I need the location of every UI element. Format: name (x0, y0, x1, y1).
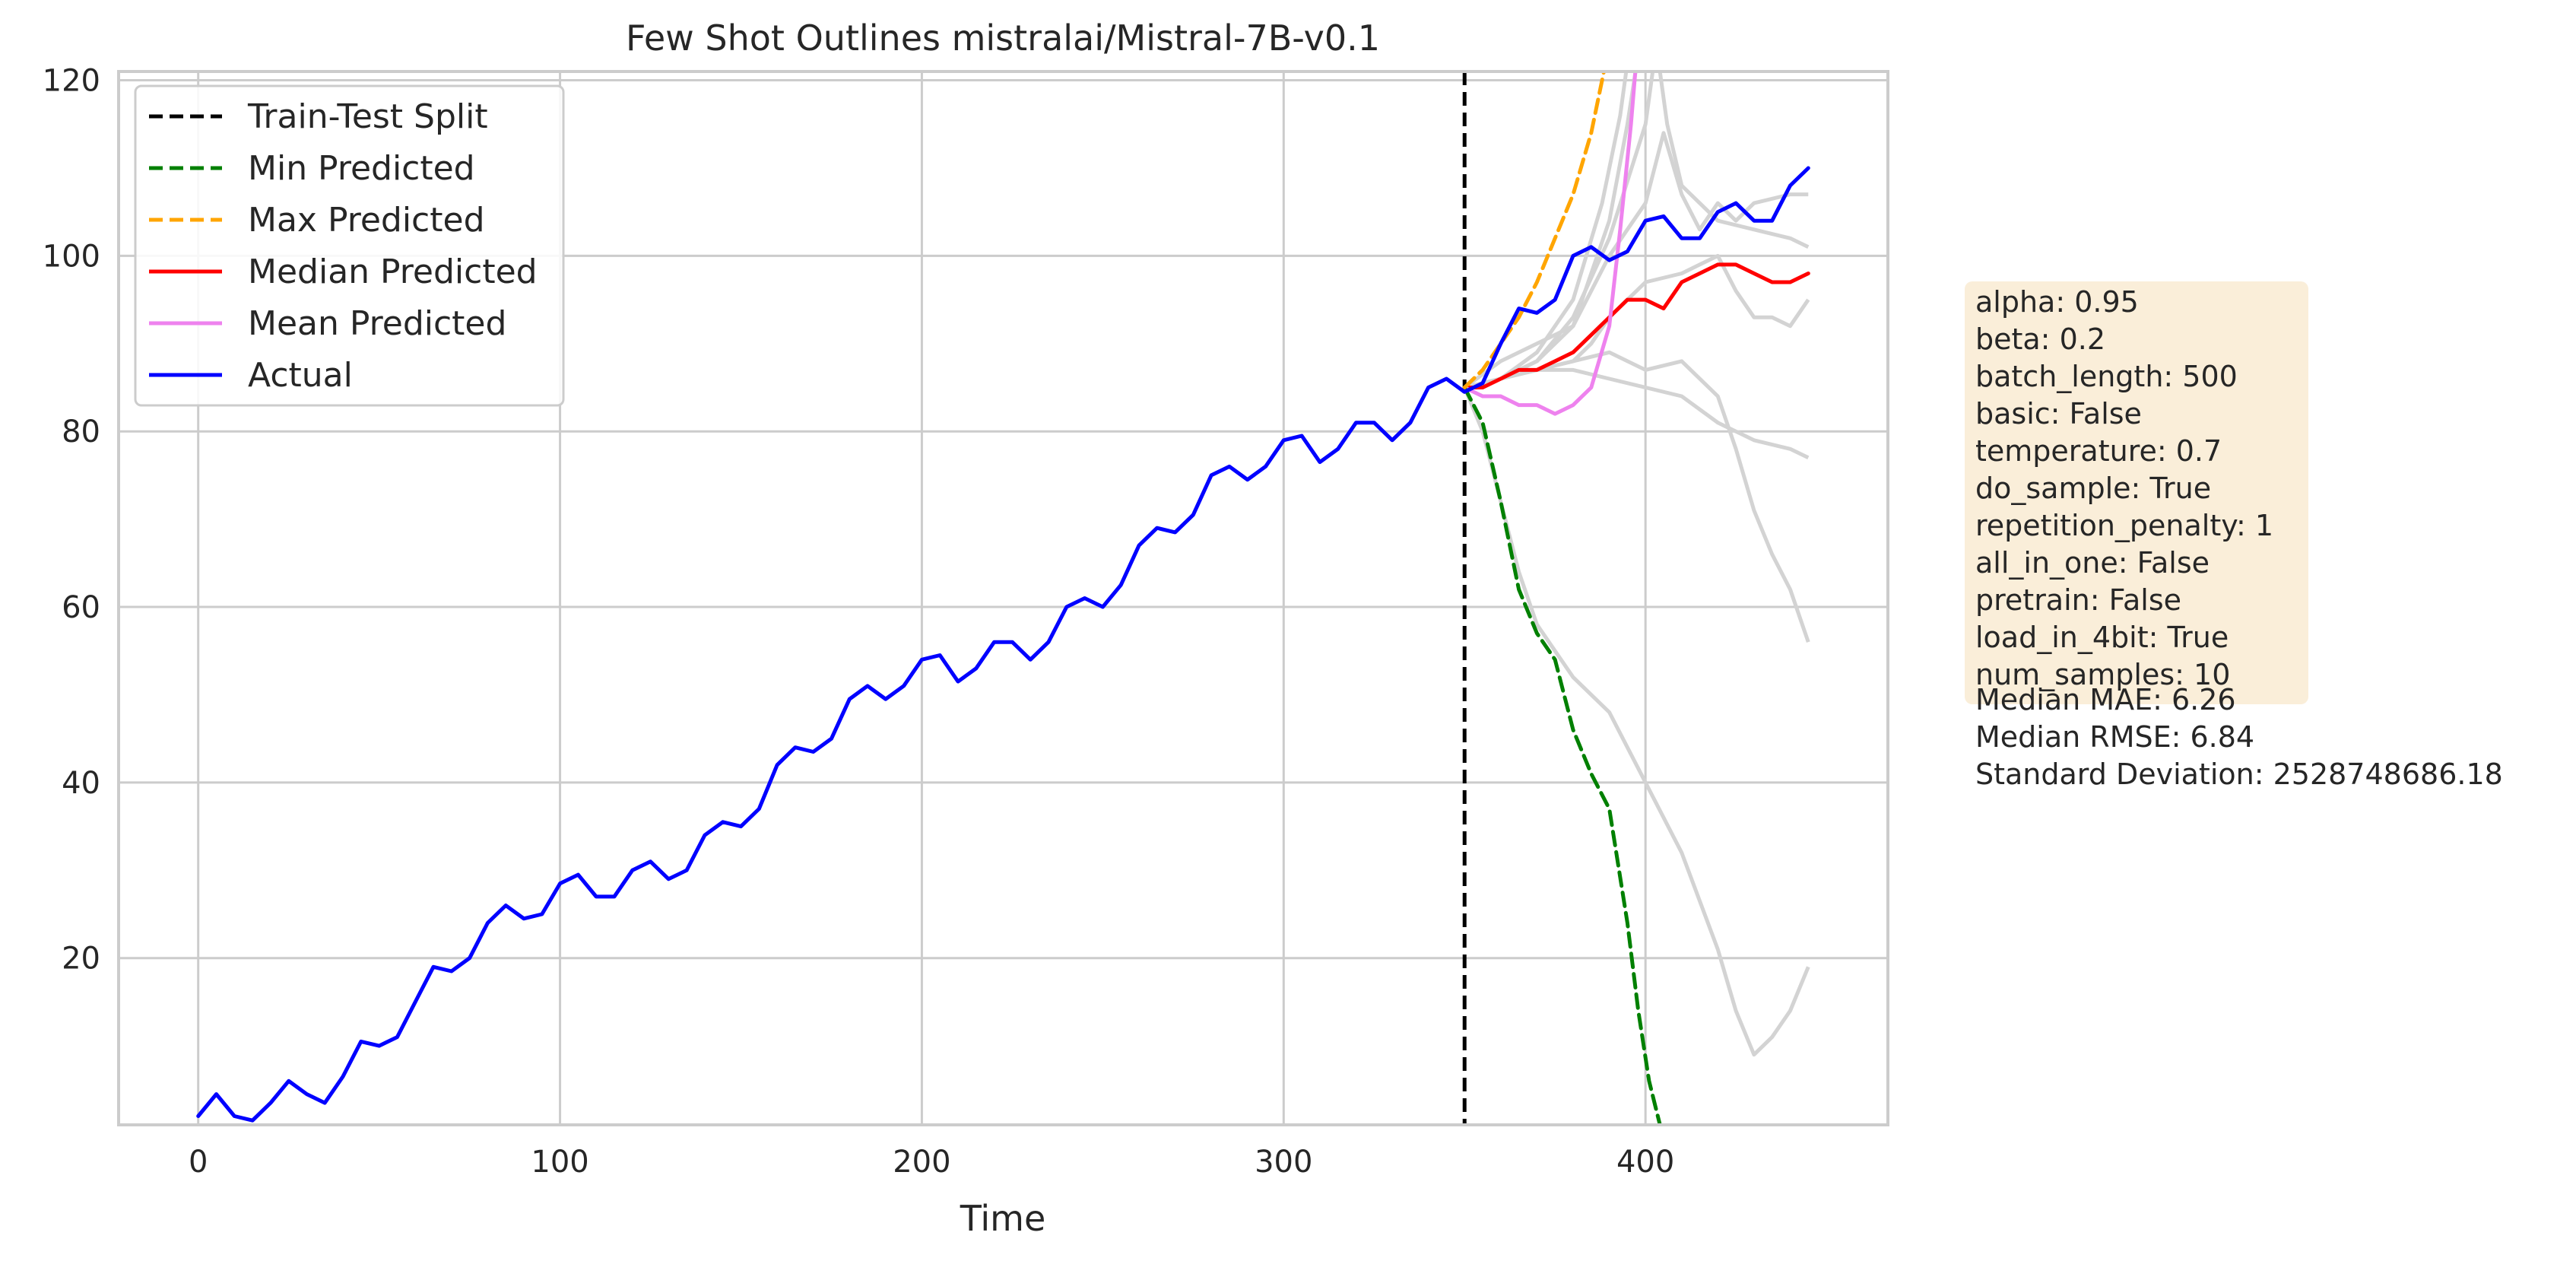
min-predicted-line (1462, 386, 1662, 1125)
annotation-box (1965, 281, 2308, 704)
series-lines (196, 71, 1810, 1125)
metric-line: Standard Deviation: 2528748686.18 (1975, 758, 2503, 791)
annotation-line: beta: 0.2 (1975, 322, 2105, 356)
metric-line: Median RMSE: 6.84 (1975, 720, 2254, 754)
annotation-line: basic: False (1975, 397, 2142, 430)
annotation-line: pretrain: False (1975, 583, 2181, 617)
annotation-line: all_in_one: False (1975, 546, 2210, 580)
median-predicted-line (1462, 262, 1810, 389)
annotation-line: repetition_penalty: 1 (1975, 509, 2273, 542)
legend-label: Min Predicted (248, 149, 475, 188)
x-axis-label: Time (960, 1198, 1046, 1239)
y-tick-label: 80 (62, 415, 100, 449)
metric-line: Median MAE: 6.26 (1975, 683, 2236, 716)
actual-line (196, 166, 1810, 1123)
legend: Train-Test Split Min Predicted Max Predict… (134, 84, 565, 407)
y-tick-label: 60 (62, 590, 100, 625)
x-tick-label: 300 (1255, 1145, 1312, 1180)
tick-labels: 0 100 200 300 400 20 40 60 80 100 120 (43, 64, 1675, 1180)
max-predicted-line (1462, 71, 1607, 389)
legend-label: Mean Predicted (248, 304, 506, 343)
x-tick-label: 200 (893, 1145, 950, 1180)
grid (119, 71, 1888, 1125)
y-tick-label: 20 (62, 942, 100, 977)
annotation-line: load_in_4bit: True (1975, 621, 2229, 654)
plot-frame (117, 70, 1889, 1126)
annotation-line: batch_length: 500 (1975, 360, 2238, 393)
legend-label: Max Predicted (248, 201, 485, 240)
sample-line (1463, 131, 1809, 389)
legend-label: Train-Test Split (247, 97, 488, 136)
y-tick-label: 40 (62, 766, 100, 801)
annotation-line: num_samples: 10 (1975, 658, 2230, 691)
x-tick-label: 400 (1616, 1145, 1674, 1180)
x-tick-label: 0 (189, 1145, 208, 1180)
legend-box (134, 84, 565, 407)
chart-title: Few Shot Outlines mistralai/Mistral-7B-v… (626, 17, 1380, 59)
mean-predicted-line (1462, 71, 1638, 416)
annotation-line: do_sample: True (1975, 472, 2211, 505)
sample-line (1464, 71, 1810, 389)
y-tick-label: 120 (43, 64, 100, 99)
legend-label: Actual (248, 356, 353, 395)
annotation-line: temperature: 0.7 (1975, 434, 2222, 468)
annotation-line: alpha: 0.95 (1975, 285, 2139, 319)
legend-label: Median Predicted (248, 253, 538, 291)
y-tick-label: 100 (43, 239, 100, 274)
x-tick-label: 100 (531, 1145, 588, 1180)
